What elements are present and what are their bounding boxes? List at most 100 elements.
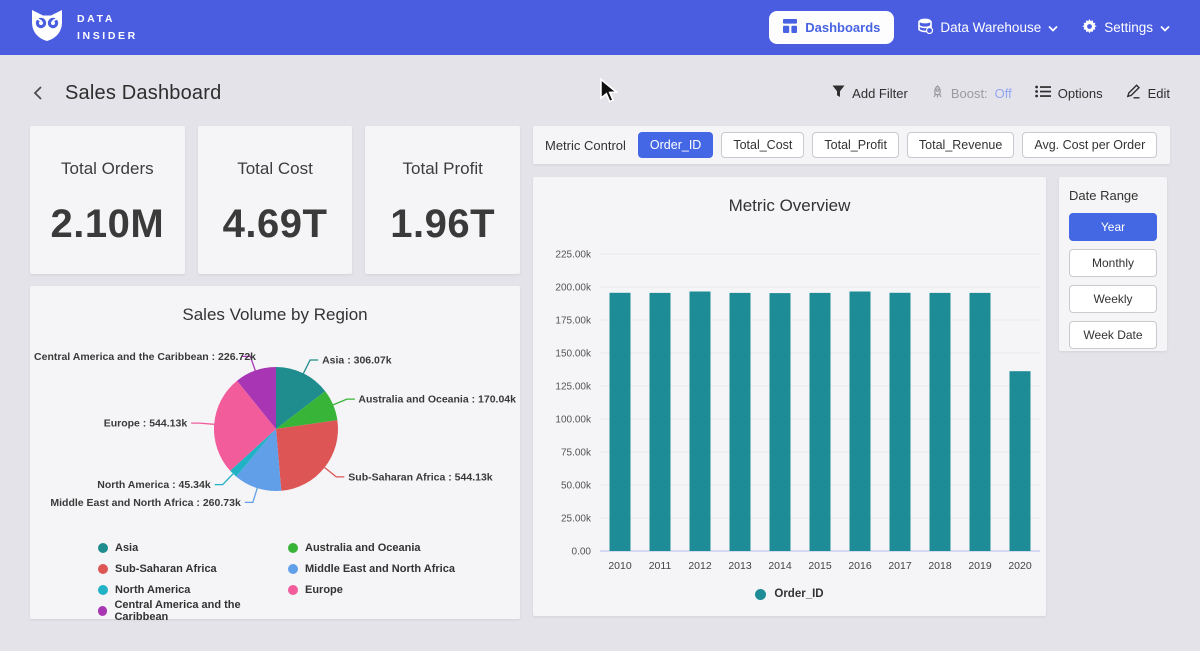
- legend-dot: [98, 543, 108, 553]
- bar-2014[interactable]: [770, 293, 791, 551]
- bar-2012[interactable]: [690, 292, 711, 552]
- boost-value: Off: [995, 86, 1012, 101]
- app-logo: DATA INSIDER: [28, 8, 138, 47]
- metric-option-total-cost[interactable]: Total_Cost: [721, 132, 804, 158]
- edit-button[interactable]: Edit: [1126, 84, 1170, 102]
- pie-label-line: [325, 468, 345, 477]
- pie-label-line: [303, 360, 318, 373]
- pie-label-line: [245, 488, 257, 502]
- x-axis-tick: 2019: [968, 560, 992, 572]
- dashboard-grid-icon: [783, 19, 797, 36]
- list-options-icon: [1035, 85, 1051, 101]
- legend-item-sub-saharan-africa[interactable]: Sub-Saharan Africa: [98, 558, 288, 579]
- bar-2010[interactable]: [610, 293, 631, 551]
- page-header: Sales Dashboard Add Filter Boost: Off: [30, 76, 1170, 110]
- kpi-card-total-profit: Total Profit 1.96T: [365, 126, 520, 274]
- bar-2016[interactable]: [850, 292, 871, 552]
- kpi-label: Total Orders: [61, 159, 154, 179]
- dashboards-label: Dashboards: [805, 20, 880, 35]
- legend-item-asia[interactable]: Asia: [98, 537, 288, 558]
- pie-label-australia-and-oceania: Australia and Oceania : 170.04k: [358, 394, 516, 406]
- bar-2011[interactable]: [650, 293, 671, 551]
- bar-legend-label: Order_ID: [774, 588, 823, 600]
- kpi-value: 1.96T: [390, 202, 495, 247]
- x-axis-tick: 2016: [848, 560, 872, 572]
- pie-slice-sub-saharan-africa[interactable]: [276, 420, 338, 491]
- bar-2015[interactable]: [810, 293, 831, 551]
- date-range-option-monthly[interactable]: Monthly: [1069, 249, 1157, 277]
- back-button[interactable]: [30, 83, 48, 103]
- filter-funnel-icon: [832, 85, 845, 101]
- bar-2017[interactable]: [890, 293, 911, 551]
- options-button[interactable]: Options: [1035, 85, 1103, 101]
- y-axis-tick: 75.00k: [561, 448, 592, 459]
- bar-2020[interactable]: [1010, 371, 1031, 551]
- pie-label-middle-east-and-north-africa: Middle East and North Africa : 260.73k: [50, 497, 241, 509]
- date-range-option-weekly[interactable]: Weekly: [1069, 285, 1157, 313]
- settings-menu[interactable]: Settings: [1082, 19, 1170, 37]
- metric-option-total-revenue[interactable]: Total_Revenue: [907, 132, 1014, 158]
- x-axis-tick: 2017: [888, 560, 912, 572]
- metric-option-total-profit[interactable]: Total_Profit: [812, 132, 899, 158]
- legend-dot: [98, 585, 108, 595]
- y-axis-tick: 175.00k: [555, 316, 592, 327]
- legend-label: Middle East and North Africa: [305, 563, 455, 575]
- dashboards-button[interactable]: Dashboards: [769, 11, 894, 44]
- add-filter-label: Add Filter: [852, 86, 908, 101]
- metric-control-options: Order_ID Total_Cost Total_Profit Total_Reve…: [638, 132, 1157, 158]
- legend-item-australia-and-oceania[interactable]: Australia and Oceania: [288, 537, 455, 558]
- date-range-label: Date Range: [1069, 188, 1157, 203]
- x-axis-tick: 2010: [608, 560, 632, 572]
- options-label: Options: [1058, 86, 1103, 101]
- date-range-option-week-date[interactable]: Week Date: [1069, 321, 1157, 349]
- date-range-option-year[interactable]: Year: [1069, 213, 1157, 241]
- data-warehouse-menu[interactable]: Data Warehouse: [918, 18, 1058, 37]
- logo-line1: DATA: [77, 11, 138, 27]
- kpi-label: Total Profit: [403, 159, 483, 179]
- x-axis-tick: 2013: [728, 560, 752, 572]
- page-title: Sales Dashboard: [65, 82, 221, 105]
- pie-chart-title: Sales Volume by Region: [30, 286, 520, 330]
- bar-chart-legend[interactable]: Order_ID: [533, 588, 1046, 600]
- y-axis-tick: 125.00k: [555, 382, 592, 393]
- bar-2019[interactable]: [970, 293, 991, 551]
- legend-label: Europe: [305, 584, 343, 596]
- legend-item-north-america[interactable]: North America: [98, 579, 288, 600]
- metric-option-order-id[interactable]: Order_ID: [638, 132, 713, 158]
- x-axis-tick: 2018: [928, 560, 952, 572]
- y-axis-tick: 225.00k: [555, 250, 592, 261]
- navbar: DATA INSIDER Dashboards: [0, 0, 1200, 55]
- pie-label-central-america-and-the-caribbean: Central America and the Caribbean : 226.…: [34, 351, 256, 363]
- boost-toggle[interactable]: Boost: Off: [931, 85, 1012, 102]
- owl-logo-icon: [28, 8, 66, 47]
- pie-label-line: [333, 399, 355, 405]
- date-range-options: Year Monthly Weekly Week Date: [1069, 213, 1157, 349]
- y-axis-tick: 50.00k: [561, 481, 592, 492]
- database-icon: [918, 18, 933, 37]
- pie-label-line: [215, 474, 233, 485]
- x-axis-tick: 2015: [808, 560, 832, 572]
- metric-control-label: Metric Control: [545, 138, 626, 153]
- add-filter-button[interactable]: Add Filter: [832, 85, 908, 101]
- kpi-value: 2.10M: [51, 202, 165, 247]
- legend-dot: [288, 564, 298, 574]
- metric-option-avg-cost-per-order[interactable]: Avg. Cost per Order: [1022, 132, 1157, 158]
- legend-label: Asia: [115, 542, 138, 554]
- legend-item-central-america-and-the-caribbean[interactable]: Central America and the Caribbean: [98, 600, 288, 621]
- bar-2013[interactable]: [730, 293, 751, 551]
- dashboard-content: Total Orders 2.10M Total Cost 4.69T Tota…: [0, 126, 1200, 619]
- y-axis-tick: 200.00k: [555, 283, 592, 294]
- pie-label-line: [191, 423, 214, 424]
- legend-dot: [288, 543, 298, 553]
- legend-item-middle-east-and-north-africa[interactable]: Middle East and North Africa: [288, 558, 455, 579]
- bar-2018[interactable]: [930, 293, 951, 551]
- pie-legend-column: Australia and Oceania Middle East and Nor…: [288, 537, 455, 621]
- chevron-down-icon: [1160, 20, 1170, 35]
- legend-dot: [755, 589, 766, 600]
- date-range-panel: Date Range Year Monthly Weekly Week Date: [1059, 177, 1167, 351]
- pie-label-asia: Asia : 306.07k: [322, 355, 392, 367]
- pie-label-sub-saharan-africa: Sub-Saharan Africa : 544.13k: [348, 472, 492, 484]
- legend-label: North America: [115, 584, 190, 596]
- legend-item-europe[interactable]: Europe: [288, 579, 455, 600]
- bar-chart: 0.0025.00k50.00k75.00k100.00k125.00k150.…: [533, 221, 1046, 584]
